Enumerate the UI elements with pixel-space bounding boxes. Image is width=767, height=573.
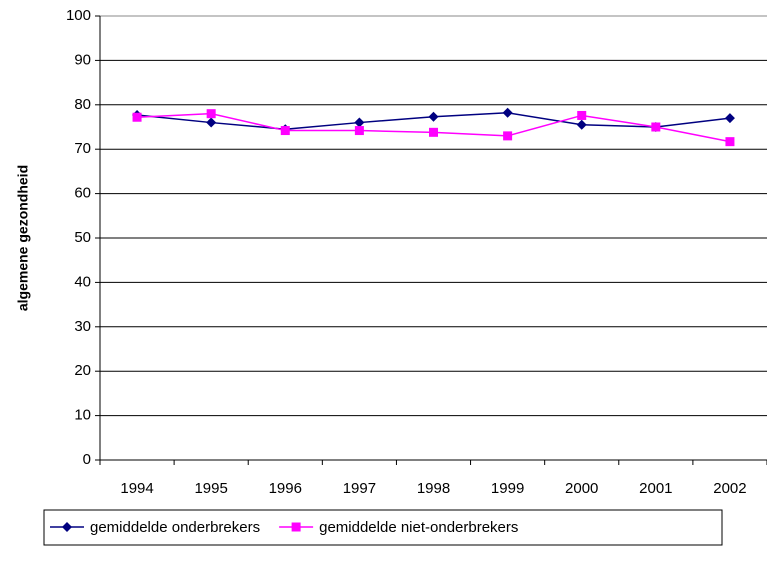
data-point	[132, 112, 142, 122]
data-point	[651, 122, 661, 132]
x-tick-label: 1996	[269, 480, 302, 497]
x-tick-label: 2001	[639, 480, 672, 497]
data-point	[502, 107, 513, 118]
y-axis-label: algemene gezondheid	[15, 165, 31, 311]
data-point	[576, 119, 587, 130]
y-tick-label: 20	[74, 362, 91, 379]
y-tick-label: 60	[74, 185, 91, 202]
data-point	[503, 131, 513, 141]
legend-box	[43, 509, 723, 546]
y-tick-label: 100	[66, 7, 91, 24]
y-tick-label: 80	[74, 96, 91, 113]
x-tick-label: 2000	[565, 480, 598, 497]
legend-marker	[291, 522, 301, 532]
data-point	[429, 127, 438, 137]
legend-label: gemiddelde niet-onderbrekers	[319, 519, 518, 536]
x-tick-label: 2002	[713, 480, 746, 497]
legend-marker	[62, 522, 72, 532]
legend-label: gemiddelde onderbrekers	[90, 519, 260, 536]
data-point	[206, 109, 216, 119]
data-point	[724, 113, 735, 124]
data-point	[206, 117, 217, 128]
y-tick-label: 10	[74, 407, 91, 424]
y-tick-label: 90	[74, 51, 91, 68]
x-tick-label: 1997	[343, 480, 376, 497]
y-tick-label: 30	[74, 318, 91, 335]
data-point	[577, 110, 587, 120]
x-tick-label: 1995	[194, 480, 227, 497]
x-tick-label: 1999	[491, 480, 524, 497]
y-tick-label: 0	[83, 451, 91, 468]
x-tick-label: 1998	[417, 480, 450, 497]
data-point	[280, 126, 290, 136]
data-point	[725, 137, 735, 147]
y-tick-label: 70	[74, 140, 91, 157]
data-point	[354, 117, 365, 128]
y-tick-label: 50	[74, 229, 91, 246]
y-tick-label: 40	[74, 273, 91, 290]
x-tick-label: 1994	[120, 480, 153, 497]
data-point	[354, 126, 364, 136]
data-point	[428, 111, 439, 122]
